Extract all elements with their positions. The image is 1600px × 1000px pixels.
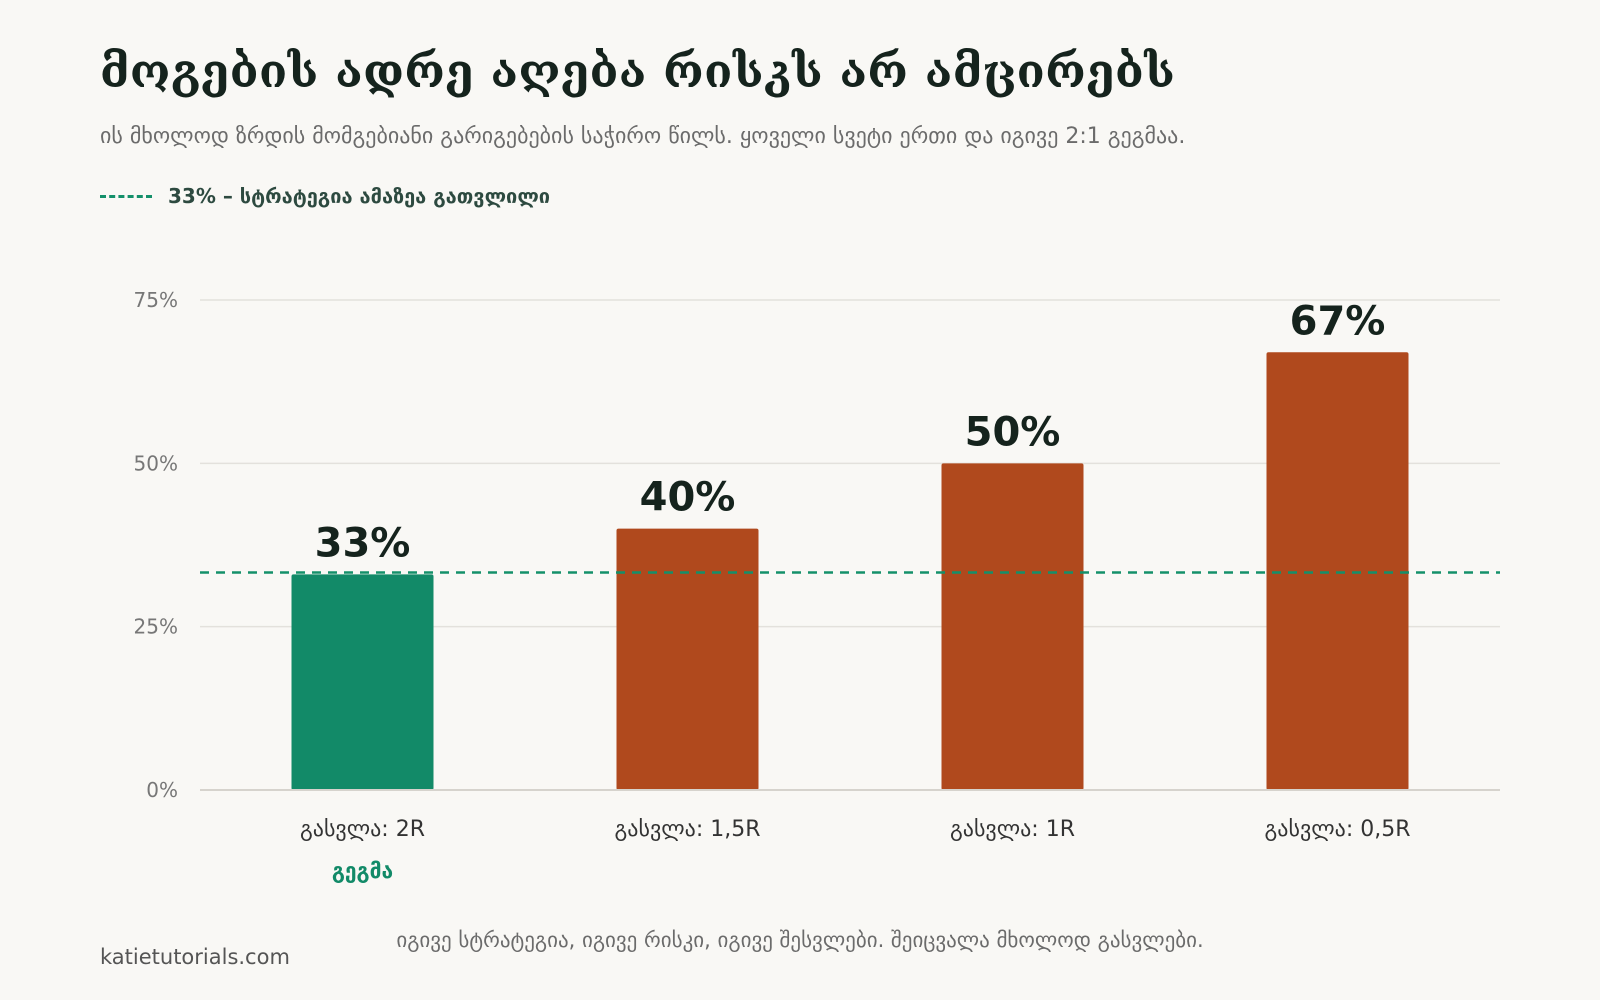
bar	[616, 528, 759, 790]
x-category-label: გასვლა: 0,5R	[1265, 817, 1411, 842]
y-tick-label: 0%	[146, 778, 178, 802]
bar	[291, 574, 434, 790]
bar-value-label: 67%	[1290, 298, 1386, 344]
legend: 33% – სტრატეგია ამაზეა გათვლილი	[100, 184, 550, 208]
bar-value-label: 40%	[640, 475, 736, 521]
chart-subtitle: ის მხოლოდ ზრდის მომგებიანი გარიგებების ს…	[100, 124, 1186, 149]
x-category-label: გასვლა: 1R	[950, 817, 1075, 842]
y-tick-label: 25%	[134, 615, 178, 639]
bar-value-label: 50%	[965, 409, 1061, 455]
y-tick-label: 75%	[134, 288, 178, 312]
x-category-label: გასვლა: 1,5R	[615, 817, 761, 842]
y-tick-label: 50%	[134, 451, 178, 475]
footer-note: იგივე სტრატეგია, იგივე რისკი, იგივე შესვ…	[396, 928, 1204, 952]
bar-value-label: 33%	[315, 520, 411, 566]
site-credit: katietutorials.com	[100, 945, 290, 969]
bar	[941, 463, 1084, 790]
plan-sublabel: გეგმა	[332, 859, 393, 883]
chart-title: მოგების ადრე აღება რისკს არ ამცირებს	[100, 44, 1176, 98]
x-category-label: გასვლა: 2R	[300, 817, 425, 842]
legend-dashed-line-swatch	[100, 194, 152, 198]
bar	[1266, 352, 1409, 790]
legend-label: 33% – სტრატეგია ამაზეა გათვლილი	[168, 184, 551, 208]
